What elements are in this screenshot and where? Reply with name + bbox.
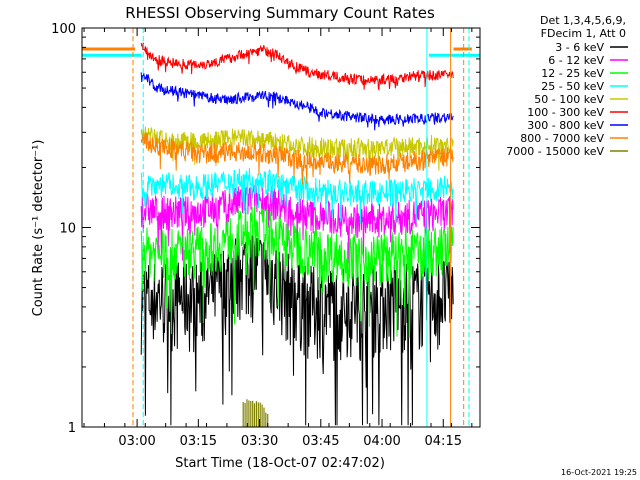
chart-title: RHESSI Observing Summary Count Rates (125, 4, 435, 22)
series-layer (140, 42, 454, 427)
x-axis-label: Start Time (18-Oct-07 02:47:02) (175, 456, 385, 471)
marker-layer (82, 28, 480, 427)
x-tick-label: 03:00 (118, 434, 155, 449)
legend-label-3-6-kev: 3 - 6 keV (555, 41, 604, 54)
series-7000-15000-kev (242, 399, 269, 427)
axis-layer (81, 27, 481, 428)
legend: Det 1,3,4,5,6,9, FDecim 1, Att 0 3 - 6 k… (506, 14, 628, 158)
legend-header-line-1: Det 1,3,4,5,6,9, (540, 14, 626, 27)
y-tick-label: 1 (68, 421, 76, 436)
y-tick-label: 10 (59, 222, 76, 237)
y-tick-label: 100 (51, 22, 76, 37)
legend-label-100-300-kev: 100 - 300 keV (527, 106, 604, 119)
series-25-50-kev (140, 168, 454, 224)
legend-label-50-100-kev: 50 - 100 keV (534, 93, 604, 106)
timestamp: 16-Oct-2021 19:25 (561, 468, 637, 477)
x-tick-label: 03:15 (180, 434, 217, 449)
y-axis-label: Count Rate (s⁻¹ detector⁻¹) (31, 140, 46, 317)
plot-frame (81, 27, 481, 428)
series-800-7000-kev (140, 132, 454, 185)
x-tick-label: 04:00 (363, 434, 400, 449)
legend-label-25-50-kev: 25 - 50 keV (541, 80, 604, 93)
series-3-6-kev (140, 234, 454, 426)
legend-header-line-2: FDecim 1, Att 0 (541, 27, 626, 40)
series-100-300-kev (140, 42, 454, 92)
legend-label-12-25-kev: 12 - 25 keV (541, 67, 604, 80)
series-300-800-kev (140, 72, 454, 131)
x-tick-label: 03:45 (302, 434, 339, 449)
x-tick-label: 03:30 (241, 434, 278, 449)
x-tick-label: 04:15 (425, 434, 462, 449)
series-12-25-kev (140, 205, 454, 339)
legend-label-300-800-kev: 300 - 800 keV (527, 119, 604, 132)
tick-layer: 03:00 03:15 03:30 03:45 04:00 04:15 1 10 100 (51, 22, 480, 449)
legend-label-6-12-kev: 6 - 12 keV (548, 54, 604, 67)
legend-label-800-7000-kev: 800 - 7000 keV (520, 132, 604, 145)
legend-label-7000-15000-kev: 7000 - 15000 keV (506, 145, 604, 158)
